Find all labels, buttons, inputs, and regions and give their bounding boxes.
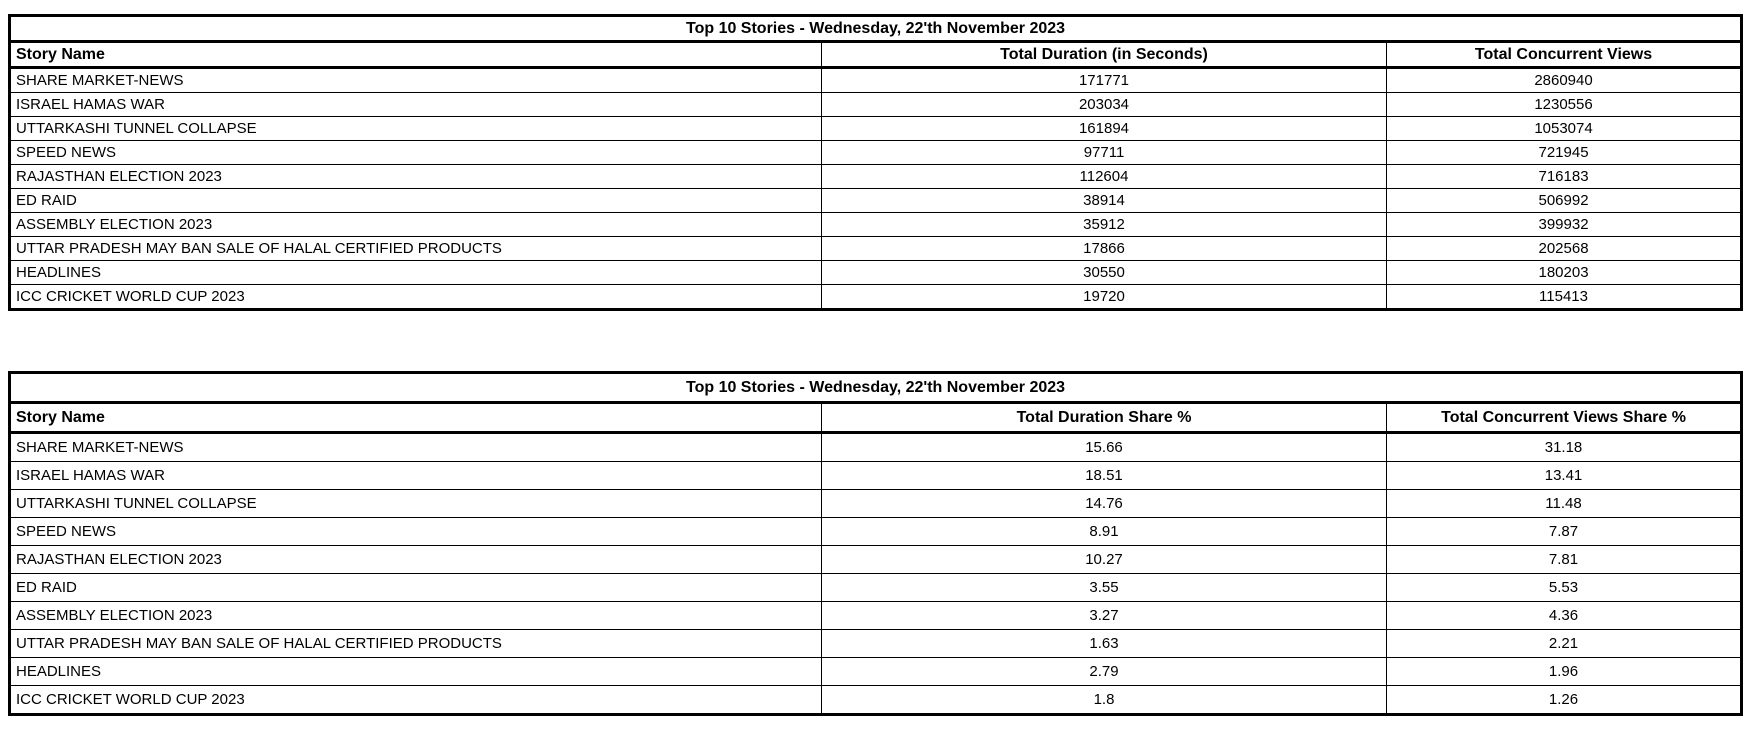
column-header-story-name: Story Name — [9, 41, 822, 69]
value-cell: 1.8 — [821, 685, 1387, 715]
story-name-cell: ASSEMBLY ELECTION 2023 — [9, 601, 822, 630]
value-cell: 112604 — [821, 164, 1387, 189]
story-name-cell: UTTAR PRADESH MAY BAN SALE OF HALAL CERT… — [9, 629, 822, 658]
tables-gap — [8, 311, 1740, 371]
story-name-cell: HEADLINES — [9, 657, 822, 686]
value-cell: 399932 — [1385, 212, 1743, 237]
table-header-row: Story Name Total Duration (in Seconds) T… — [9, 41, 1743, 69]
value-cell: 3.55 — [821, 573, 1387, 602]
value-cell: 35912 — [821, 212, 1387, 237]
value-cell: 7.81 — [1385, 545, 1743, 574]
column-header-concurrent-views-share-percent: Total Concurrent Views Share % — [1385, 402, 1743, 434]
story-name-cell: ED RAID — [9, 573, 822, 602]
table-row: HEADLINES 2.79 1.96 — [9, 657, 1743, 686]
table-row: ASSEMBLY ELECTION 2023 3.27 4.36 — [9, 601, 1743, 630]
table-row: UTTAR PRADESH MAY BAN SALE OF HALAL CERT… — [9, 236, 1743, 261]
value-cell: 10.27 — [821, 545, 1387, 574]
table-row: ICC CRICKET WORLD CUP 2023 1.8 1.26 — [9, 685, 1743, 715]
top-stories-table-share-percent: Top 10 Stories - Wednesday, 22'th Novemb… — [8, 371, 1744, 716]
story-name-cell: SPEED NEWS — [9, 140, 822, 165]
story-name-cell: SHARE MARKET-NEWS — [9, 432, 822, 462]
table-row: ED RAID 38914 506992 — [9, 188, 1743, 213]
value-cell: 30550 — [821, 260, 1387, 285]
story-name-cell: UTTARKASHI TUNNEL COLLAPSE — [9, 489, 822, 518]
column-header-duration-share-percent: Total Duration Share % — [821, 402, 1387, 434]
value-cell: 97711 — [821, 140, 1387, 165]
column-header-total-duration: Total Duration (in Seconds) — [821, 41, 1387, 69]
table-row: SPEED NEWS 8.91 7.87 — [9, 517, 1743, 546]
value-cell: 716183 — [1385, 164, 1743, 189]
story-name-cell: ICC CRICKET WORLD CUP 2023 — [9, 685, 822, 715]
table-row: ISRAEL HAMAS WAR 18.51 13.41 — [9, 461, 1743, 490]
value-cell: 14.76 — [821, 489, 1387, 518]
value-cell: 7.87 — [1385, 517, 1743, 546]
table-row: ASSEMBLY ELECTION 2023 35912 399932 — [9, 212, 1743, 237]
value-cell: 38914 — [821, 188, 1387, 213]
value-cell: 2.21 — [1385, 629, 1743, 658]
value-cell: 115413 — [1385, 284, 1743, 310]
table-title-row: Top 10 Stories - Wednesday, 22'th Novemb… — [8, 372, 1743, 404]
value-cell: 202568 — [1385, 236, 1743, 261]
story-name-cell: SHARE MARKET-NEWS — [9, 67, 822, 93]
table-row: ICC CRICKET WORLD CUP 2023 19720 115413 — [9, 284, 1743, 310]
value-cell: 3.27 — [821, 601, 1387, 630]
value-cell: 18.51 — [821, 461, 1387, 490]
table-row: ISRAEL HAMAS WAR 203034 1230556 — [9, 92, 1743, 117]
value-cell: 1.96 — [1385, 657, 1743, 686]
story-name-cell: ISRAEL HAMAS WAR — [9, 92, 822, 117]
value-cell: 1230556 — [1385, 92, 1743, 117]
story-name-cell: ICC CRICKET WORLD CUP 2023 — [9, 284, 822, 310]
story-name-cell: UTTARKASHI TUNNEL COLLAPSE — [9, 116, 822, 141]
value-cell: 161894 — [821, 116, 1387, 141]
top-stories-table-absolute: Top 10 Stories - Wednesday, 22'th Novemb… — [8, 14, 1744, 311]
value-cell: 5.53 — [1385, 573, 1743, 602]
value-cell: 31.18 — [1385, 432, 1743, 462]
table-header-row: Story Name Total Duration Share % Total … — [9, 402, 1743, 434]
value-cell: 17866 — [821, 236, 1387, 261]
story-name-cell: ISRAEL HAMAS WAR — [9, 461, 822, 490]
value-cell: 721945 — [1385, 140, 1743, 165]
value-cell: 1.63 — [821, 629, 1387, 658]
table-row: SHARE MARKET-NEWS 15.66 31.18 — [9, 432, 1743, 462]
table-body: SHARE MARKET-NEWS 15.66 31.18 ISRAEL HAMAS … — [9, 432, 1743, 715]
value-cell: 2.79 — [821, 657, 1387, 686]
value-cell: 8.91 — [821, 517, 1387, 546]
value-cell: 15.66 — [821, 432, 1387, 462]
table-row: UTTARKASHI TUNNEL COLLAPSE 14.76 11.48 — [9, 489, 1743, 518]
value-cell: 2860940 — [1385, 67, 1743, 93]
story-name-cell: UTTAR PRADESH MAY BAN SALE OF HALAL CERT… — [9, 236, 822, 261]
value-cell: 171771 — [821, 67, 1387, 93]
value-cell: 203034 — [821, 92, 1387, 117]
table-title: Top 10 Stories - Wednesday, 22'th Novemb… — [8, 15, 1743, 43]
story-name-cell: SPEED NEWS — [9, 517, 822, 546]
table-row: HEADLINES 30550 180203 — [9, 260, 1743, 285]
story-name-cell: ASSEMBLY ELECTION 2023 — [9, 212, 822, 237]
table-body: SHARE MARKET-NEWS 171771 2860940 ISRAEL HAM… — [9, 67, 1743, 310]
table-row: UTTARKASHI TUNNEL COLLAPSE 161894 1053074 — [9, 116, 1743, 141]
story-name-cell: HEADLINES — [9, 260, 822, 285]
column-header-story-name: Story Name — [9, 402, 822, 434]
value-cell: 1053074 — [1385, 116, 1743, 141]
table-title-row: Top 10 Stories - Wednesday, 22'th Novemb… — [8, 15, 1743, 43]
story-name-cell: ED RAID — [9, 188, 822, 213]
value-cell: 4.36 — [1385, 601, 1743, 630]
value-cell: 11.48 — [1385, 489, 1743, 518]
story-name-cell: RAJASTHAN ELECTION 2023 — [9, 164, 822, 189]
table-title: Top 10 Stories - Wednesday, 22'th Novemb… — [8, 372, 1743, 404]
table-row: RAJASTHAN ELECTION 2023 112604 716183 — [9, 164, 1743, 189]
table-row: ED RAID 3.55 5.53 — [9, 573, 1743, 602]
value-cell: 180203 — [1385, 260, 1743, 285]
value-cell: 19720 — [821, 284, 1387, 310]
story-name-cell: RAJASTHAN ELECTION 2023 — [9, 545, 822, 574]
table-row: SHARE MARKET-NEWS 171771 2860940 — [9, 67, 1743, 93]
table-row: SPEED NEWS 97711 721945 — [9, 140, 1743, 165]
value-cell: 13.41 — [1385, 461, 1743, 490]
table-row: RAJASTHAN ELECTION 2023 10.27 7.81 — [9, 545, 1743, 574]
column-header-total-concurrent-views: Total Concurrent Views — [1385, 41, 1743, 69]
value-cell: 1.26 — [1385, 685, 1743, 715]
table-row: UTTAR PRADESH MAY BAN SALE OF HALAL CERT… — [9, 629, 1743, 658]
value-cell: 506992 — [1385, 188, 1743, 213]
